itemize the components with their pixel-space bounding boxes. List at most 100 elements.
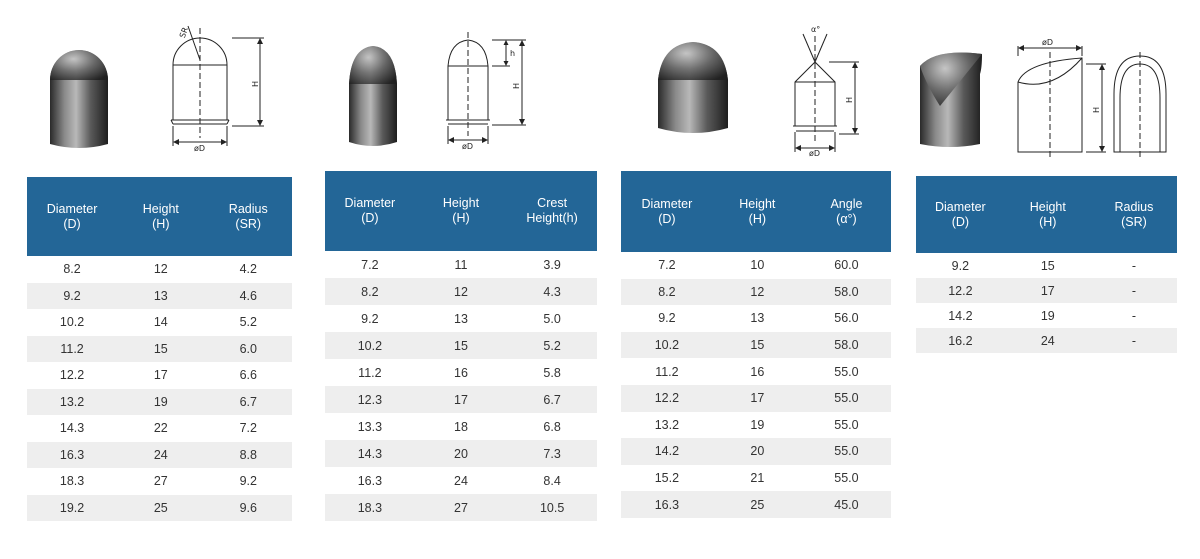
cell-third: 7.2 xyxy=(204,415,292,442)
cell-height: 10 xyxy=(712,252,802,279)
table-row: 16.3 24 8.4 xyxy=(325,467,597,494)
table-row: 9.2 13 56.0 xyxy=(621,305,891,332)
cell-third: 55.0 xyxy=(801,411,891,439)
cell-diameter: 9.2 xyxy=(325,305,415,332)
cell-height: 16 xyxy=(712,358,802,385)
cell-third: - xyxy=(1090,328,1177,353)
conical-button-image xyxy=(658,42,728,133)
col-angle: Angle (α°) xyxy=(801,171,891,252)
cell-diameter: 9.2 xyxy=(916,253,1005,278)
cell-diameter: 12.2 xyxy=(27,362,118,389)
cell-third: 5.0 xyxy=(507,305,597,332)
col-diameter: Diameter (D) xyxy=(621,171,713,252)
table-row: 11.2 16 5.8 xyxy=(325,359,597,386)
cell-height: 15 xyxy=(1004,253,1091,278)
col-height: Height (H) xyxy=(712,171,802,252)
cell-height: 17 xyxy=(712,384,802,412)
cell-height: 27 xyxy=(117,468,205,495)
table-row: 16.3 25 45.0 xyxy=(621,491,891,518)
cell-third: - xyxy=(1090,303,1177,328)
cell-diameter: 16.2 xyxy=(916,328,1005,353)
cell-third: 6.6 xyxy=(204,362,292,389)
table-row: 18.3 27 9.2 xyxy=(27,468,292,495)
wedge-button-drawing: øD H xyxy=(1017,38,1167,159)
cell-third: 6.7 xyxy=(507,386,597,413)
cell-diameter: 8.2 xyxy=(621,278,713,306)
cell-height: 20 xyxy=(414,440,508,467)
cell-height: 17 xyxy=(117,362,205,389)
col-diameter: Diameter (D) xyxy=(916,176,1005,253)
cell-height: 24 xyxy=(117,441,205,468)
cell-height: 12 xyxy=(712,278,802,306)
cell-height: 14 xyxy=(117,309,205,336)
table-row: 11.2 15 6.0 xyxy=(27,335,292,362)
table-row: 14.3 20 7.3 xyxy=(325,440,597,467)
col-radius: Radius (SR) xyxy=(1090,176,1177,253)
table-row: 9.2 15- xyxy=(916,253,1177,278)
cell-height: 13 xyxy=(414,305,508,332)
cell-third: 3.9 xyxy=(507,251,597,278)
cell-third: 4.3 xyxy=(507,278,597,305)
cell-third: - xyxy=(1090,278,1177,303)
cell-height: 21 xyxy=(712,464,802,492)
cell-diameter: 14.3 xyxy=(27,415,118,442)
conical-spec-table: Diameter (D) Height (H) Angle (α°) 7.2 10… xyxy=(621,171,891,518)
table-row: 9.2 13 4.6 xyxy=(27,282,292,309)
cell-height: 18 xyxy=(414,413,508,440)
cell-diameter: 18.3 xyxy=(325,494,415,521)
cell-third: 4.6 xyxy=(204,282,292,309)
cell-height: 19 xyxy=(117,388,205,415)
cell-height: 20 xyxy=(712,438,802,465)
cell-diameter: 9.2 xyxy=(621,305,713,332)
cell-third: 5.2 xyxy=(507,332,597,359)
diameter-label: øD xyxy=(194,144,205,153)
table-row: 12.2 17 6.6 xyxy=(27,362,292,389)
table-row: 10.2 15 58.0 xyxy=(621,331,891,359)
spherical-button-drawing: SR H øD xyxy=(170,26,264,153)
cell-diameter: 12.2 xyxy=(621,384,713,412)
spherical-spec-table: Diameter (D) Height (H) Radius (SR) 8.2 1… xyxy=(27,177,292,521)
cell-third: 55.0 xyxy=(801,464,891,492)
col-crest-height: Crest Height(h) xyxy=(507,171,597,251)
cell-height: 15 xyxy=(414,332,508,359)
table-row: 9.2 13 5.0 xyxy=(325,305,597,332)
cell-third: 10.5 xyxy=(507,494,597,521)
table-row: 7.2 11 3.9 xyxy=(325,251,597,278)
cell-diameter: 18.3 xyxy=(27,468,118,495)
wedge-button-image xyxy=(920,52,982,147)
cell-third: 58.0 xyxy=(801,331,891,359)
cell-diameter: 11.2 xyxy=(27,335,118,362)
cell-diameter: 10.2 xyxy=(621,331,713,359)
cell-third: 8.8 xyxy=(204,441,292,468)
ballistic-spec-table: Diameter (D) Height (H) Crest Height(h) … xyxy=(325,171,597,521)
cell-height: 13 xyxy=(117,282,205,309)
cell-diameter: 12.3 xyxy=(325,386,415,413)
cell-height: 17 xyxy=(414,386,508,413)
table-row: 7.2 10 60.0 xyxy=(621,252,891,279)
cell-third: 6.0 xyxy=(204,335,292,362)
cell-third: 6.7 xyxy=(204,388,292,415)
cell-third: 6.8 xyxy=(507,413,597,440)
col-diameter: Diameter (D) xyxy=(325,171,415,251)
cell-diameter: 16.3 xyxy=(325,467,415,494)
table-row: 16.3 24 8.8 xyxy=(27,441,292,468)
conical-button-drawing: α° H øD xyxy=(793,25,859,157)
cell-diameter: 8.2 xyxy=(27,256,118,283)
cell-height: 24 xyxy=(1004,328,1091,353)
table-row: 13.2 19 6.7 xyxy=(27,388,292,415)
cell-height: 19 xyxy=(1004,303,1091,328)
cell-third: 60.0 xyxy=(801,252,891,279)
table-row: 14.3 22 7.2 xyxy=(27,415,292,442)
crest-height-label: h xyxy=(510,49,515,58)
cell-height: 24 xyxy=(414,467,508,494)
cell-third: 7.3 xyxy=(507,440,597,467)
cell-diameter: 12.2 xyxy=(916,278,1005,303)
cell-third: 9.2 xyxy=(204,468,292,495)
cell-third: 4.2 xyxy=(204,256,292,283)
diameter-label: øD xyxy=(462,142,473,151)
cell-height: 17 xyxy=(1004,278,1091,303)
col-height: Height (H) xyxy=(414,171,508,251)
table-row: 14.2 19- xyxy=(916,303,1177,328)
cell-height: 13 xyxy=(712,305,802,332)
cell-height: 16 xyxy=(414,359,508,386)
